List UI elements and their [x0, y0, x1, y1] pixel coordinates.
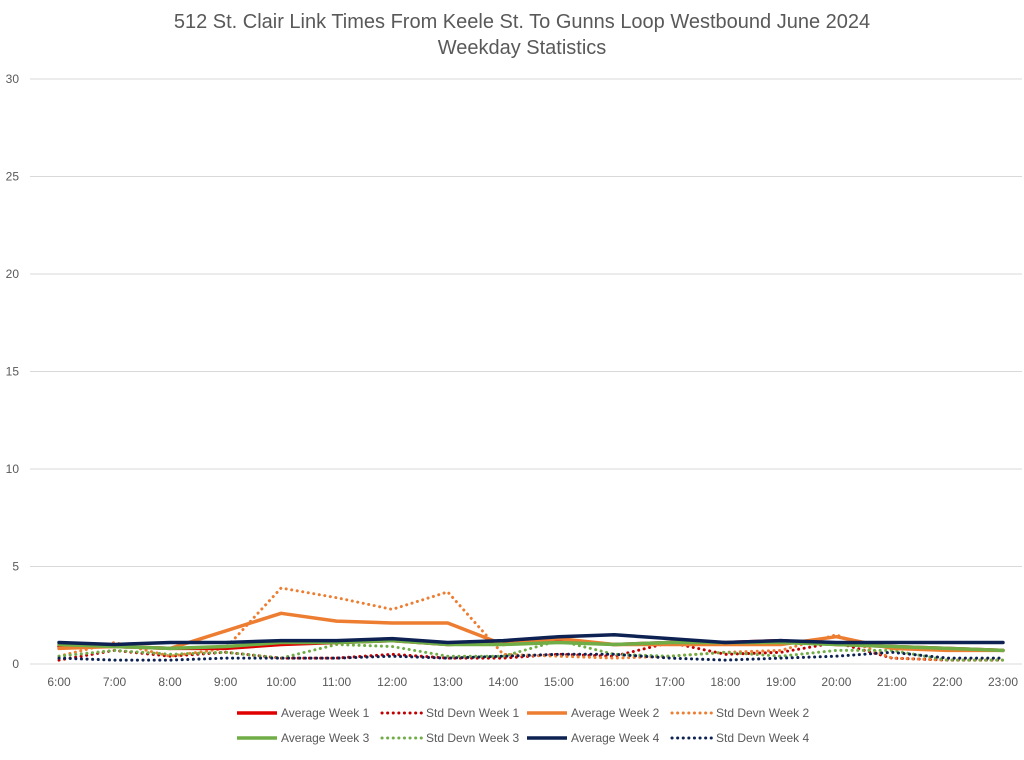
y-axis-ticks: 0 5 10 15 20 25 30: [6, 72, 20, 671]
x-tick-label: 11:00: [322, 675, 351, 689]
series-line-average-week-2: [57, 611, 1005, 653]
series-line-std-devn-week-3: [57, 639, 1005, 662]
series-lines: [57, 586, 1005, 662]
chart-title: 512 St. Clair Link Times From Keele St. …: [174, 11, 870, 33]
legend-label: Std Devn Week 2: [716, 706, 809, 720]
x-tick-label: 19:00: [766, 675, 796, 689]
legend-label: Average Week 2: [571, 706, 660, 720]
x-axis-ticks: 6:00 7:00 8:00 9:00 10:00 11:00 12:00 13:00 14:0…: [47, 675, 1018, 689]
x-tick-label: 18:00: [710, 675, 740, 689]
y-tick-label: 0: [12, 657, 19, 671]
legend-label: Average Week 4: [571, 731, 660, 745]
x-tick-label: 10:00: [266, 675, 296, 689]
series-line-average-week-4: [57, 633, 1005, 647]
x-tick-label: 17:00: [655, 675, 685, 689]
legend-label: Std Devn Week 3: [426, 731, 519, 745]
legend-label: Average Week 1: [281, 706, 370, 720]
x-tick-label: 13:00: [433, 675, 463, 689]
legend-item: Average Week 1: [237, 706, 370, 720]
x-tick-label: 15:00: [544, 675, 574, 689]
legend-item: Std Devn Week 2: [670, 706, 809, 720]
x-tick-label: 7:00: [103, 675, 127, 689]
legend-item: Std Devn Week 4: [670, 731, 809, 745]
y-tick-label: 25: [6, 170, 20, 184]
y-tick-label: 5: [12, 560, 19, 574]
legend-label: Average Week 3: [281, 731, 370, 745]
x-tick-label: 14:00: [488, 675, 518, 689]
x-tick-label: 21:00: [877, 675, 907, 689]
legend: Average Week 1 Std Devn Week 1 Average Wee…: [237, 706, 809, 745]
legend-label: Std Devn Week 4: [716, 731, 809, 745]
x-tick-label: 23:00: [988, 675, 1018, 689]
y-tick-label: 30: [6, 72, 20, 86]
chart-subtitle: Weekday Statistics: [438, 37, 607, 59]
x-tick-label: 20:00: [821, 675, 851, 689]
legend-item: Average Week 4: [527, 731, 660, 745]
series-line-average-week-3: [57, 638, 1005, 653]
x-tick-label: 8:00: [158, 675, 182, 689]
gridlines: [30, 78, 1022, 665]
legend-item: Std Devn Week 1: [380, 706, 519, 720]
x-tick-label: 9:00: [214, 675, 238, 689]
legend-item: Average Week 3: [237, 731, 370, 745]
x-tick-label: 12:00: [377, 675, 407, 689]
y-tick-label: 15: [6, 365, 20, 379]
legend-item: Average Week 2: [527, 706, 660, 720]
x-tick-label: 6:00: [47, 675, 71, 689]
legend-item: Std Devn Week 3: [380, 731, 519, 745]
x-tick-label: 16:00: [599, 675, 629, 689]
y-tick-label: 20: [6, 267, 20, 281]
y-tick-label: 10: [6, 462, 20, 476]
x-tick-label: 22:00: [932, 675, 962, 689]
legend-label: Std Devn Week 1: [426, 706, 519, 720]
series-line-std-devn-week-4: [57, 650, 1005, 662]
